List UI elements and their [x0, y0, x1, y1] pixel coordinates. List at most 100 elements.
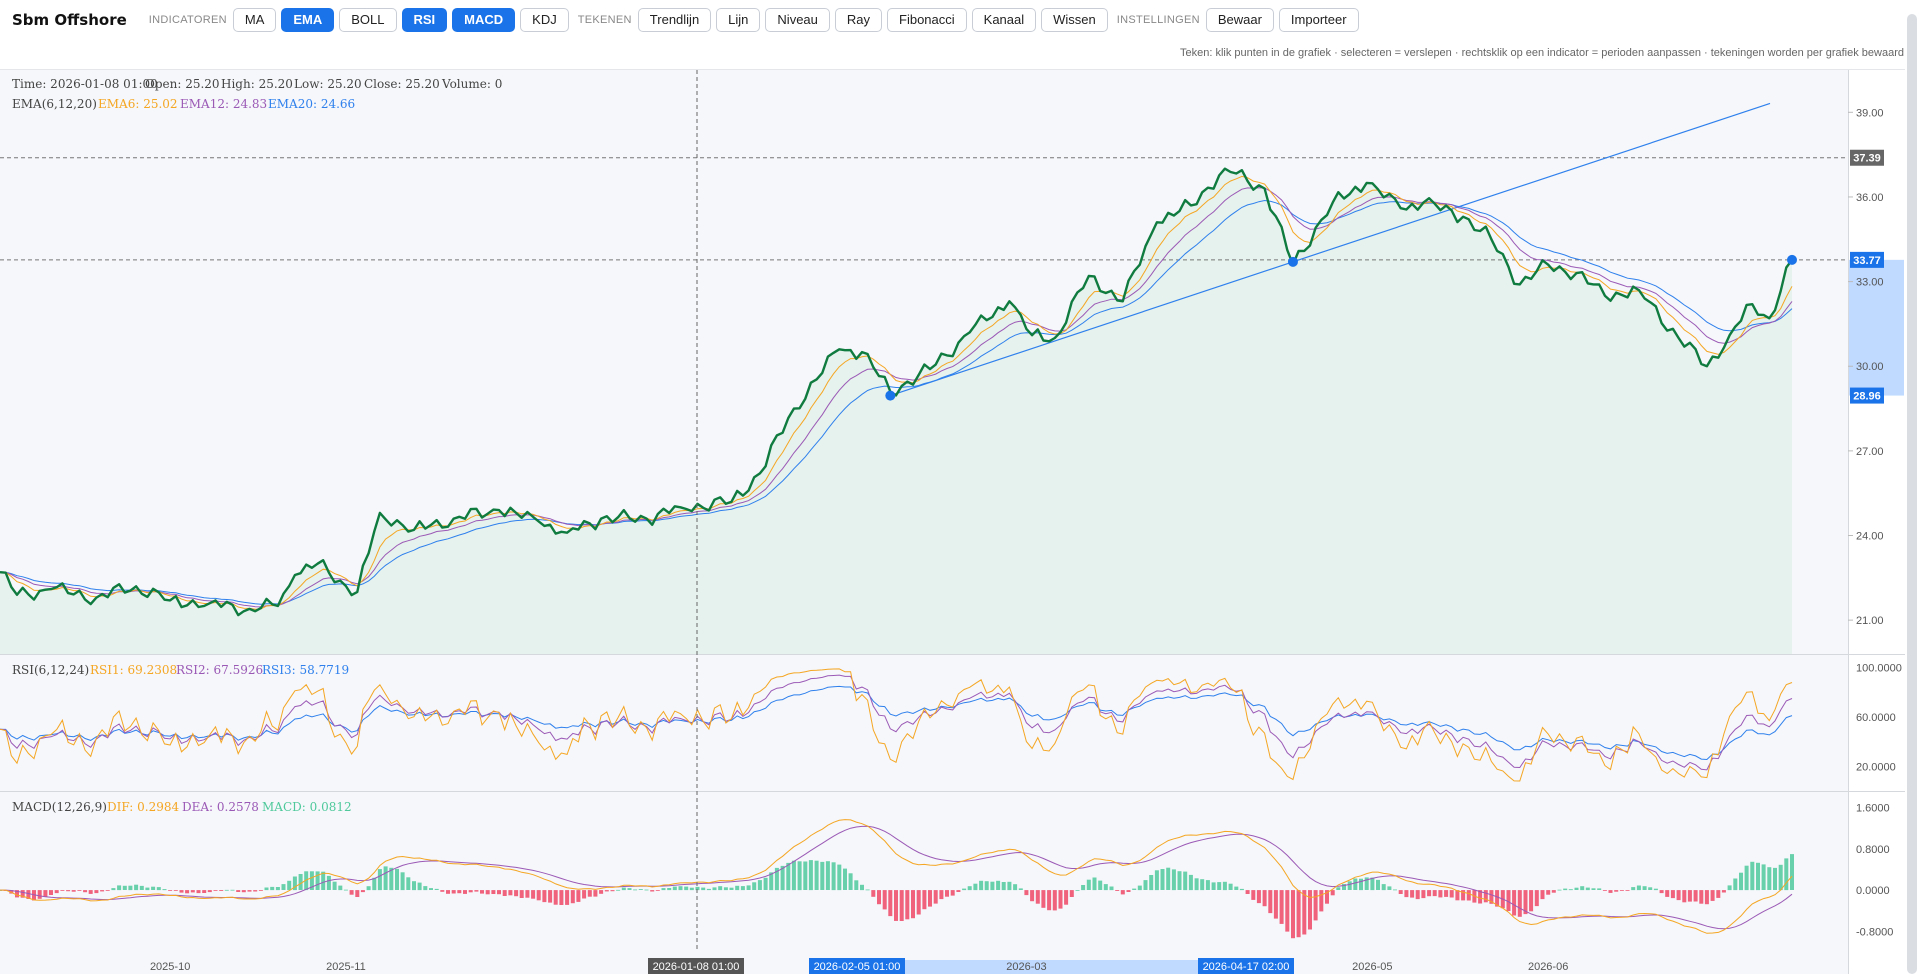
macd-bar	[213, 890, 218, 891]
macd-bar	[162, 889, 167, 891]
macd-bar	[1676, 890, 1681, 901]
macd-bar	[996, 880, 1001, 890]
macd-bar	[740, 886, 745, 891]
macd-bar	[1784, 858, 1789, 891]
draw-line-button[interactable]: Lijn	[716, 8, 761, 32]
macd-bar	[1546, 890, 1551, 895]
chart-area[interactable]: 39.00 36.00 33.00 30.00 27.00 24.00 21.00 100.…	[0, 70, 1905, 974]
macd-bar	[1291, 890, 1295, 939]
macd-bar	[1761, 864, 1766, 890]
macd-bar	[638, 889, 643, 890]
macd-bar	[536, 890, 541, 901]
import-button[interactable]: Importeer	[1278, 8, 1359, 32]
page-scrollbar[interactable]	[1907, 14, 1917, 974]
macd-bar	[1778, 864, 1783, 891]
macd-bar	[264, 887, 269, 891]
macd-bar	[650, 890, 655, 892]
macd-bar	[1132, 888, 1137, 890]
macd-bar	[1733, 878, 1738, 891]
macd-bar	[1619, 890, 1624, 891]
clear-drawings-button[interactable]: Wissen	[1041, 8, 1108, 32]
macd-bar	[497, 890, 501, 895]
macd-bar	[451, 890, 456, 894]
macd-bar	[1483, 890, 1488, 903]
macd-bar	[406, 877, 411, 890]
app-title: Sbm Offshore	[12, 11, 127, 29]
macd-bar	[1069, 890, 1074, 897]
macd-bar	[1636, 885, 1641, 891]
macd-bar	[395, 868, 399, 890]
macd-bar	[292, 876, 297, 891]
indicator-macd-button[interactable]: MACD	[452, 8, 516, 32]
macd-bar	[1478, 890, 1483, 904]
macd-bar	[587, 890, 592, 897]
macd-bar	[355, 890, 360, 897]
macd-bar	[1376, 879, 1380, 890]
macd-bar	[1716, 890, 1721, 898]
indicator-ema-button[interactable]: EMA	[281, 8, 335, 32]
draw-trendline-button[interactable]: Trendlijn	[637, 8, 712, 32]
macd-bar	[1035, 890, 1040, 904]
macd-bar	[899, 890, 904, 921]
macd-bar	[950, 890, 955, 896]
draw-fibonacci-button[interactable]: Fibonacci	[887, 8, 967, 32]
macd-bar	[1574, 887, 1579, 890]
macd-bar	[1234, 886, 1239, 890]
macd-bar	[1744, 865, 1749, 891]
rsi-legend: RSI(6,12,24) RSI1: 69.2308 RSI2: 67.5926…	[12, 663, 349, 677]
macd-bar	[1540, 890, 1545, 900]
macd-bar	[1319, 890, 1324, 912]
macd-bar	[1648, 887, 1653, 890]
macd-bar	[1194, 878, 1199, 891]
legend-low: Low: 25.20	[294, 77, 362, 91]
macd-bar	[1614, 890, 1619, 892]
indicator-ma-button[interactable]: MA	[232, 8, 277, 32]
macd-bar	[820, 861, 825, 890]
rsi-legend-title: RSI(6,12,24)	[12, 663, 89, 677]
indicator-kdj-button[interactable]: KDJ	[520, 8, 569, 32]
macd-bar	[1387, 886, 1392, 890]
macd-bar	[26, 890, 31, 899]
indicator-boll-button[interactable]: BOLL	[339, 8, 397, 32]
draw-channel-button[interactable]: Kanaal	[971, 8, 1037, 32]
macd-bar	[1188, 874, 1193, 891]
macd-bar	[1506, 890, 1511, 911]
draw-ray-button[interactable]: Ray	[834, 8, 883, 32]
macd-bar	[542, 890, 547, 903]
macd-bar	[718, 886, 723, 891]
rsi3-line	[0, 685, 1793, 761]
macd-bar	[429, 888, 433, 890]
macd-bar	[1693, 890, 1698, 902]
macd-bar	[332, 881, 337, 890]
macd-bar	[735, 885, 740, 891]
macd-bar	[1222, 881, 1227, 891]
legend-close: Close: 25.20	[364, 77, 440, 91]
crosshair-time-badge-bg	[648, 958, 744, 974]
macd-bar	[757, 880, 762, 890]
macd-bar	[877, 890, 881, 905]
indicator-rsi-button[interactable]: RSI	[401, 8, 448, 32]
draw-level-button[interactable]: Niveau	[765, 8, 830, 32]
macd-bar	[389, 867, 394, 891]
ema12-legend: EMA12: 24.83	[180, 97, 267, 111]
macd-bar	[1665, 890, 1670, 897]
save-button[interactable]: Bewaar	[1205, 8, 1274, 32]
macd-bar	[1597, 888, 1602, 890]
macd-bar	[315, 871, 320, 890]
macd-bar	[576, 890, 581, 902]
macd-bar	[1007, 881, 1012, 891]
macd-bar	[1489, 890, 1494, 904]
macd-bar	[979, 880, 984, 891]
macd-bar	[151, 886, 156, 890]
macd-bar	[1183, 871, 1188, 891]
time-selection-band	[809, 960, 1294, 974]
time-tick-label: 2025-11	[326, 961, 366, 973]
macd-bar	[463, 890, 467, 894]
macd-bar	[270, 886, 275, 891]
macd-bar	[1239, 888, 1244, 891]
price-tick-label: 30.00	[1856, 361, 1884, 373]
macd-bar	[791, 860, 796, 891]
macd-bar	[565, 890, 570, 905]
macd-bar	[797, 861, 802, 891]
macd-bar	[372, 877, 377, 891]
